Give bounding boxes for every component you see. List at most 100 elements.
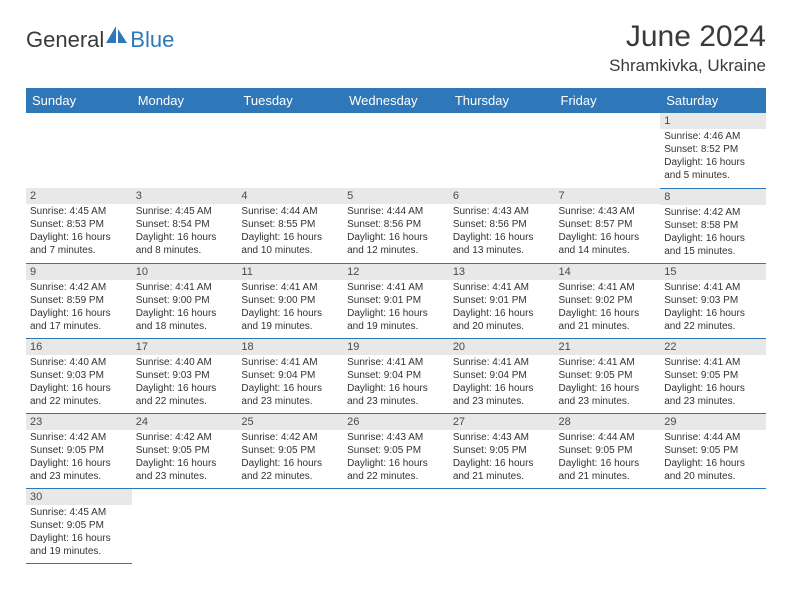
day-content: Sunrise: 4:43 AMSunset: 9:05 PMDaylight:… [343, 430, 449, 486]
calendar-cell: 15Sunrise: 4:41 AMSunset: 9:03 PMDayligh… [660, 263, 766, 338]
day-content: Sunrise: 4:41 AMSunset: 9:04 PMDaylight:… [343, 355, 449, 411]
day-number: 25 [237, 414, 343, 430]
calendar-cell [132, 488, 238, 563]
day-content: Sunrise: 4:43 AMSunset: 8:56 PMDaylight:… [449, 204, 555, 260]
day-number: 10 [132, 264, 238, 280]
day-content: Sunrise: 4:41 AMSunset: 9:04 PMDaylight:… [449, 355, 555, 411]
day-number: 21 [555, 339, 661, 355]
calendar-cell: 22Sunrise: 4:41 AMSunset: 9:05 PMDayligh… [660, 338, 766, 413]
calendar-cell: 12Sunrise: 4:41 AMSunset: 9:01 PMDayligh… [343, 263, 449, 338]
day-number: 4 [237, 188, 343, 204]
calendar-table: SundayMondayTuesdayWednesdayThursdayFrid… [26, 88, 766, 564]
calendar-row: 30Sunrise: 4:45 AMSunset: 9:05 PMDayligh… [26, 488, 766, 563]
day-number: 22 [660, 339, 766, 355]
day-number: 14 [555, 264, 661, 280]
day-number: 12 [343, 264, 449, 280]
day-content: Sunrise: 4:42 AMSunset: 9:05 PMDaylight:… [26, 430, 132, 486]
calendar-cell: 19Sunrise: 4:41 AMSunset: 9:04 PMDayligh… [343, 338, 449, 413]
page-title: June 2024 [609, 20, 766, 54]
calendar-cell: 8Sunrise: 4:42 AMSunset: 8:58 PMDaylight… [660, 188, 766, 263]
day-content: Sunrise: 4:41 AMSunset: 9:04 PMDaylight:… [237, 355, 343, 411]
day-number: 29 [660, 414, 766, 430]
day-content: Sunrise: 4:45 AMSunset: 9:05 PMDaylight:… [26, 505, 132, 561]
weekday-header: Friday [555, 88, 661, 113]
logo-sail-icon [106, 26, 128, 49]
day-number: 7 [555, 188, 661, 204]
day-content: Sunrise: 4:41 AMSunset: 9:02 PMDaylight:… [555, 280, 661, 336]
header: General Blue June 2024 Shramkivka, Ukrai… [26, 20, 766, 76]
logo-text-blue: Blue [130, 27, 174, 53]
calendar-cell: 21Sunrise: 4:41 AMSunset: 9:05 PMDayligh… [555, 338, 661, 413]
calendar-cell: 17Sunrise: 4:40 AMSunset: 9:03 PMDayligh… [132, 338, 238, 413]
day-content: Sunrise: 4:44 AMSunset: 9:05 PMDaylight:… [660, 430, 766, 486]
calendar-cell: 27Sunrise: 4:43 AMSunset: 9:05 PMDayligh… [449, 413, 555, 488]
day-content: Sunrise: 4:46 AMSunset: 8:52 PMDaylight:… [660, 129, 766, 185]
day-number: 8 [660, 189, 766, 205]
calendar-row: 9Sunrise: 4:42 AMSunset: 8:59 PMDaylight… [26, 263, 766, 338]
calendar-cell: 20Sunrise: 4:41 AMSunset: 9:04 PMDayligh… [449, 338, 555, 413]
day-content: Sunrise: 4:41 AMSunset: 9:00 PMDaylight:… [132, 280, 238, 336]
weekday-header-row: SundayMondayTuesdayWednesdayThursdayFrid… [26, 88, 766, 113]
day-number: 13 [449, 264, 555, 280]
calendar-cell [555, 113, 661, 188]
day-number: 11 [237, 264, 343, 280]
weekday-header: Monday [132, 88, 238, 113]
day-content: Sunrise: 4:41 AMSunset: 9:05 PMDaylight:… [660, 355, 766, 411]
calendar-cell [343, 113, 449, 188]
weekday-header: Sunday [26, 88, 132, 113]
calendar-cell [26, 113, 132, 188]
day-number: 20 [449, 339, 555, 355]
calendar-cell [449, 488, 555, 563]
day-content: Sunrise: 4:40 AMSunset: 9:03 PMDaylight:… [132, 355, 238, 411]
day-content: Sunrise: 4:41 AMSunset: 9:03 PMDaylight:… [660, 280, 766, 336]
day-number: 2 [26, 188, 132, 204]
day-number: 9 [26, 264, 132, 280]
weekday-header: Saturday [660, 88, 766, 113]
calendar-cell: 4Sunrise: 4:44 AMSunset: 8:55 PMDaylight… [237, 188, 343, 263]
day-content: Sunrise: 4:42 AMSunset: 8:59 PMDaylight:… [26, 280, 132, 336]
day-content: Sunrise: 4:41 AMSunset: 9:01 PMDaylight:… [449, 280, 555, 336]
logo-text-general: General [26, 27, 104, 53]
calendar-row: 23Sunrise: 4:42 AMSunset: 9:05 PMDayligh… [26, 413, 766, 488]
logo: General Blue [26, 26, 174, 53]
calendar-body: 1Sunrise: 4:46 AMSunset: 8:52 PMDaylight… [26, 113, 766, 563]
day-number: 28 [555, 414, 661, 430]
calendar-cell: 16Sunrise: 4:40 AMSunset: 9:03 PMDayligh… [26, 338, 132, 413]
calendar-cell: 14Sunrise: 4:41 AMSunset: 9:02 PMDayligh… [555, 263, 661, 338]
calendar-cell: 9Sunrise: 4:42 AMSunset: 8:59 PMDaylight… [26, 263, 132, 338]
day-content: Sunrise: 4:41 AMSunset: 9:00 PMDaylight:… [237, 280, 343, 336]
day-content: Sunrise: 4:44 AMSunset: 8:55 PMDaylight:… [237, 204, 343, 260]
calendar-cell: 28Sunrise: 4:44 AMSunset: 9:05 PMDayligh… [555, 413, 661, 488]
day-number: 26 [343, 414, 449, 430]
title-block: June 2024 Shramkivka, Ukraine [609, 20, 766, 76]
calendar-cell [237, 488, 343, 563]
day-number: 16 [26, 339, 132, 355]
calendar-cell [555, 488, 661, 563]
day-number: 18 [237, 339, 343, 355]
calendar-row: 1Sunrise: 4:46 AMSunset: 8:52 PMDaylight… [26, 113, 766, 188]
calendar-cell: 6Sunrise: 4:43 AMSunset: 8:56 PMDaylight… [449, 188, 555, 263]
day-content: Sunrise: 4:40 AMSunset: 9:03 PMDaylight:… [26, 355, 132, 411]
day-number: 6 [449, 188, 555, 204]
day-content: Sunrise: 4:41 AMSunset: 9:01 PMDaylight:… [343, 280, 449, 336]
calendar-cell: 1Sunrise: 4:46 AMSunset: 8:52 PMDaylight… [660, 113, 766, 188]
calendar-cell: 2Sunrise: 4:45 AMSunset: 8:53 PMDaylight… [26, 188, 132, 263]
calendar-cell: 25Sunrise: 4:42 AMSunset: 9:05 PMDayligh… [237, 413, 343, 488]
calendar-cell [237, 113, 343, 188]
weekday-header: Wednesday [343, 88, 449, 113]
calendar-cell: 26Sunrise: 4:43 AMSunset: 9:05 PMDayligh… [343, 413, 449, 488]
calendar-cell: 10Sunrise: 4:41 AMSunset: 9:00 PMDayligh… [132, 263, 238, 338]
calendar-row: 16Sunrise: 4:40 AMSunset: 9:03 PMDayligh… [26, 338, 766, 413]
weekday-header: Thursday [449, 88, 555, 113]
day-number: 30 [26, 489, 132, 505]
day-number: 3 [132, 188, 238, 204]
day-content: Sunrise: 4:42 AMSunset: 8:58 PMDaylight:… [660, 205, 766, 261]
calendar-cell: 3Sunrise: 4:45 AMSunset: 8:54 PMDaylight… [132, 188, 238, 263]
day-number: 1 [660, 113, 766, 129]
day-content: Sunrise: 4:45 AMSunset: 8:53 PMDaylight:… [26, 204, 132, 260]
day-content: Sunrise: 4:44 AMSunset: 8:56 PMDaylight:… [343, 204, 449, 260]
location-label: Shramkivka, Ukraine [609, 56, 766, 76]
day-content: Sunrise: 4:42 AMSunset: 9:05 PMDaylight:… [132, 430, 238, 486]
day-content: Sunrise: 4:41 AMSunset: 9:05 PMDaylight:… [555, 355, 661, 411]
calendar-cell: 23Sunrise: 4:42 AMSunset: 9:05 PMDayligh… [26, 413, 132, 488]
